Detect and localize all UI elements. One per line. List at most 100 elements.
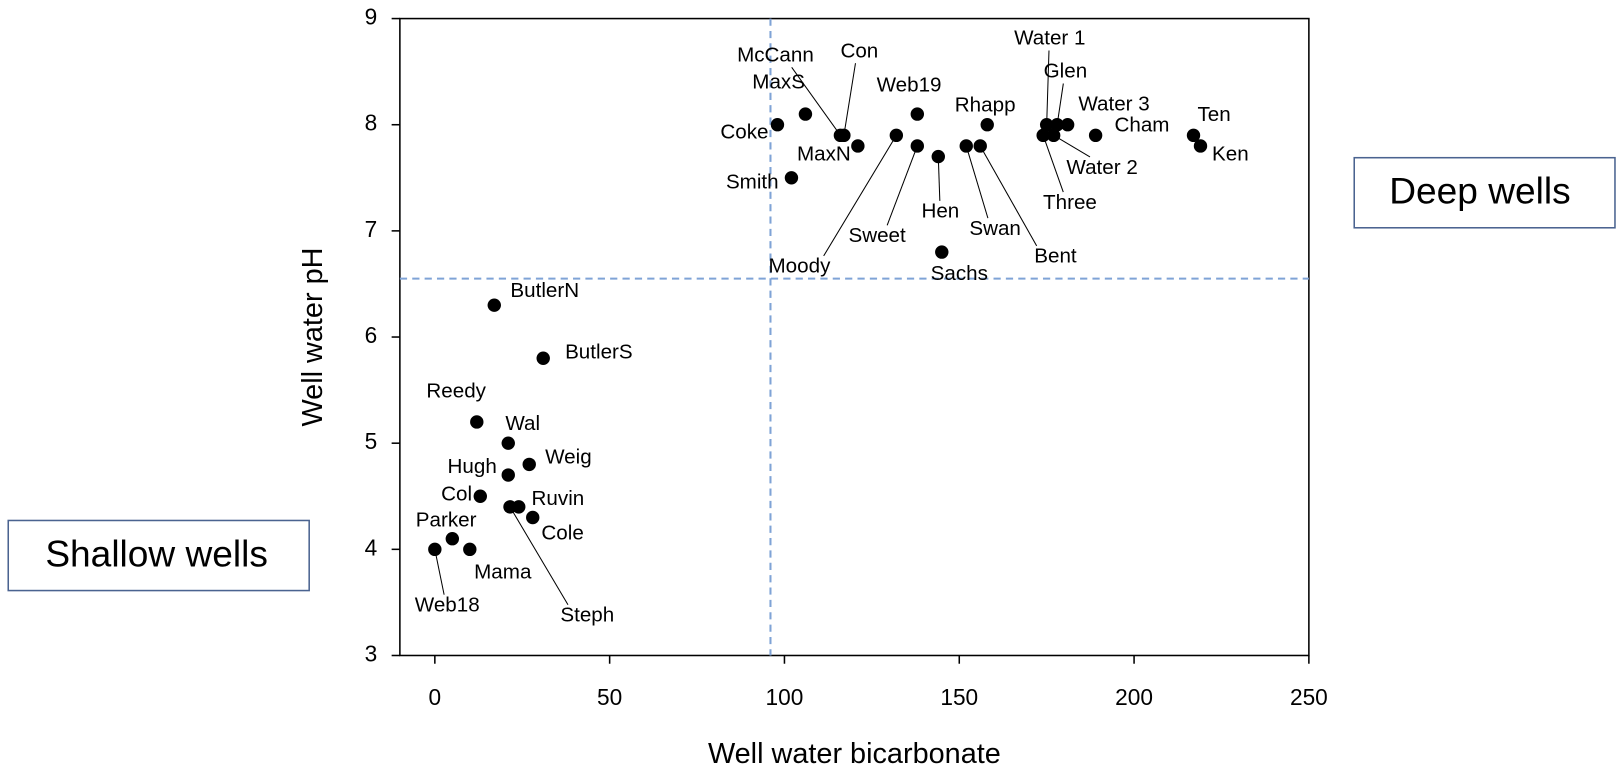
point: [1186, 128, 1201, 143]
point-label: Web19: [877, 74, 942, 97]
point: [1046, 128, 1061, 143]
point: [536, 351, 550, 365]
y-tick-label: 7: [365, 216, 378, 242]
point-label: Weig: [545, 446, 592, 469]
point: [889, 128, 904, 143]
y-tick-label: 3: [365, 640, 378, 666]
leader-line: [434, 549, 445, 595]
point-label: Coke: [720, 120, 768, 143]
x-tick-label: 150: [940, 684, 978, 710]
annotation: Deep wells: [1389, 170, 1570, 212]
y-tick-label: 5: [365, 428, 378, 454]
y-tick-label: 4: [365, 534, 378, 560]
y-tick-label: 6: [365, 322, 378, 348]
point: [837, 128, 851, 143]
leader-line: [979, 145, 1038, 247]
point: [935, 245, 949, 259]
point: [910, 139, 925, 153]
annotation-box: [1353, 156, 1616, 229]
point: [445, 532, 460, 546]
point: [1036, 128, 1050, 143]
x-tick-label: 0: [429, 684, 442, 710]
point-label: Glen: [1044, 60, 1088, 83]
point-label: Steph: [560, 604, 614, 627]
point-label: Moody: [769, 255, 832, 278]
leader-line: [791, 67, 841, 136]
leader-line: [843, 63, 856, 136]
point: [1060, 118, 1075, 132]
point-label: Hugh: [448, 455, 497, 478]
point-label: Bent: [1034, 245, 1077, 268]
point: [487, 298, 501, 312]
x-tick-label: 200: [1115, 684, 1153, 710]
point-label: Cham: [1114, 114, 1169, 137]
leader-line: [886, 145, 918, 226]
point: [784, 171, 799, 185]
y-axis-label: Well water pH: [297, 248, 329, 427]
point: [503, 500, 517, 514]
leader-line: [1053, 134, 1091, 158]
point: [959, 139, 973, 153]
leader-line: [937, 156, 941, 201]
annotation-box: [7, 519, 310, 592]
point: [526, 510, 540, 525]
point-label: Swan: [969, 217, 1021, 240]
point-label: Rhapp: [955, 94, 1016, 117]
point: [522, 457, 536, 472]
point-label: Ruvin: [532, 487, 585, 510]
point-label: Wal: [505, 412, 540, 435]
x-tick-label: 250: [1290, 684, 1328, 710]
point: [1088, 128, 1103, 143]
point: [931, 149, 945, 164]
x-tick-label: 50: [597, 684, 622, 710]
y-tick-label: 9: [365, 4, 378, 30]
point-label: MaxS: [752, 71, 805, 94]
point: [910, 107, 925, 121]
point: [770, 118, 785, 132]
point: [473, 489, 487, 503]
x-axis-label: Well water bicarbonate: [708, 738, 1001, 770]
point-label: Cole: [541, 521, 583, 544]
point-label: Water 1: [1014, 27, 1085, 50]
leader-line: [823, 135, 897, 257]
leader-line: [1046, 50, 1050, 125]
point-label: Sweet: [848, 224, 906, 247]
point-label: Mama: [474, 560, 532, 583]
point-label: Parker: [416, 509, 477, 532]
point-label: Con: [840, 39, 878, 62]
point: [798, 107, 813, 121]
point-label: ButlerN: [510, 279, 579, 302]
point-label: Sachs: [931, 262, 988, 285]
point: [501, 436, 515, 450]
point: [470, 415, 484, 429]
point: [1039, 118, 1054, 132]
point-label: Three: [1043, 191, 1097, 214]
point-label: Ten: [1197, 103, 1230, 126]
point: [501, 468, 515, 482]
point-label: MaxN: [797, 143, 851, 166]
y-tick-label: 8: [365, 110, 378, 136]
point-label: Smith: [726, 170, 779, 193]
plot-frame: [399, 17, 1310, 657]
point-label: Ken: [1212, 143, 1249, 166]
point-label: Reedy: [426, 380, 486, 403]
point: [428, 542, 442, 557]
point-label: McCann: [737, 43, 814, 66]
point-label: Web18: [415, 593, 480, 616]
point-label: Water 2: [1066, 156, 1137, 179]
x-tick-label: 100: [766, 684, 804, 710]
point-label: Col: [441, 483, 472, 506]
point-label: Water 3: [1078, 93, 1149, 116]
point: [463, 542, 477, 557]
point: [1050, 118, 1064, 132]
leader-line: [1042, 135, 1064, 193]
point-label: ButlerS: [565, 341, 633, 364]
point: [973, 139, 987, 153]
point: [1193, 139, 1208, 153]
annotation: Shallow wells: [45, 532, 268, 574]
leader-line: [965, 145, 989, 219]
point-label: Hen: [921, 200, 959, 223]
leader-line: [509, 506, 569, 606]
